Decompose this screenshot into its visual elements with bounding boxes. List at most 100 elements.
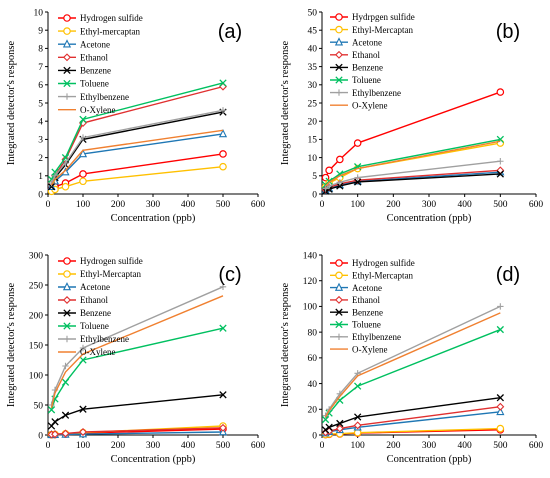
series-line (325, 427, 501, 436)
x-tick-label: 0 (320, 441, 325, 451)
x-tick-label: 500 (493, 200, 508, 210)
x-tick-label: 200 (111, 200, 126, 210)
y-tick-label: 2 (38, 154, 43, 164)
data-point (79, 428, 87, 436)
chart-panel-2: 0 100 200 300 400 500 600 0 5 10 15 20 25 30 35 40 45 50 C… (280, 8, 543, 224)
y-tick-label: 40 (308, 380, 318, 390)
series-8 (50, 295, 224, 409)
x-tick-label: 300 (146, 200, 161, 210)
y-axis-label: Integrated detector's response (280, 282, 291, 407)
data-point (496, 88, 505, 96)
legend-label: Ethylbenzene (80, 92, 129, 102)
data-point (219, 391, 227, 399)
data-point (61, 182, 70, 191)
x-axis-label: Concentration (ppb) (387, 213, 472, 224)
legend-label: Ethyl-Mercaptan (352, 25, 413, 35)
data-point (336, 182, 344, 190)
data-point (325, 423, 333, 431)
data-point (354, 178, 362, 186)
legend-marker (63, 335, 71, 343)
legend-label: Acetone (80, 282, 110, 292)
x-tick-label: 300 (422, 200, 437, 210)
legend-marker (63, 66, 71, 75)
data-point (47, 183, 56, 191)
series-2 (47, 162, 227, 196)
data-point (48, 179, 55, 187)
x-tick-label: 100 (351, 200, 366, 210)
data-point (218, 129, 228, 138)
legend-label: Toluene (352, 320, 381, 330)
x-tick-label: 300 (146, 441, 161, 451)
legend-label: Ethyl-Mercaptan (80, 269, 141, 279)
data-point (47, 406, 56, 414)
legend-label: O-Xylene (80, 347, 116, 357)
legend-marker (335, 271, 343, 280)
series-7 (48, 107, 227, 187)
x-tick-label: 100 (76, 200, 91, 210)
series-4 (47, 423, 227, 439)
data-point (219, 107, 227, 114)
data-point (78, 149, 88, 158)
legend: Hydrpgen sulfide Ethyl-Mercaptan Acetone Et… (330, 12, 415, 110)
legend-label: Benzene (80, 66, 111, 76)
legend-marker (335, 333, 343, 340)
panel-label: (c) (218, 264, 241, 286)
legend-label: Toluene (80, 321, 109, 331)
x-tick-label: 0 (46, 200, 51, 210)
legend-marker (334, 282, 344, 291)
legend-marker (63, 296, 71, 304)
series-8 (325, 140, 501, 187)
y-tick-label: 250 (29, 281, 44, 291)
x-tick-label: 400 (181, 441, 196, 451)
legend-marker (63, 322, 71, 330)
x-tick-label: 0 (46, 441, 51, 451)
y-tick-label: 1 (38, 172, 43, 182)
legend-label: Hydrogen sulfide (352, 258, 415, 268)
data-point (219, 79, 227, 87)
y-axis-label: Integrated detector's response (6, 282, 17, 407)
y-tick-label: 50 (34, 401, 44, 411)
y-tick-label: 15 (308, 136, 318, 146)
data-point (325, 182, 333, 190)
legend-marker (335, 50, 343, 59)
legend-label: Toluene (352, 75, 381, 85)
y-tick-label: 40 (308, 45, 318, 55)
series-line (50, 394, 224, 427)
data-point (336, 179, 344, 186)
data-point (496, 394, 504, 402)
y-tick-label: 150 (29, 341, 44, 351)
y-tick-label: 4 (38, 118, 43, 128)
data-point (336, 419, 344, 428)
y-tick-label: 0 (312, 431, 317, 441)
legend-marker (62, 39, 72, 48)
y-tick-label: 100 (29, 371, 44, 381)
series-line (50, 82, 224, 180)
series-6 (321, 325, 504, 424)
legend-marker (63, 309, 71, 317)
y-tick-label: 3 (38, 136, 43, 146)
data-point (62, 362, 69, 370)
data-point (79, 170, 87, 178)
x-axis-label: Concentration (ppb) (387, 454, 472, 465)
x-axis-label: Concentration (ppb) (111, 213, 196, 224)
y-tick-label: 300 (29, 251, 44, 261)
data-point (51, 172, 59, 179)
y-tick-label: 45 (308, 27, 318, 37)
series-6 (321, 135, 504, 189)
legend-marker (335, 25, 343, 34)
panel-label: (d) (496, 264, 520, 286)
x-tick-label: 200 (386, 441, 401, 451)
y-tick-label: 100 (303, 303, 318, 313)
data-point (61, 429, 70, 438)
legend-label: Acetone (352, 37, 382, 47)
x-tick-label: 500 (216, 200, 231, 210)
legend-label: Hydrogen sulfide (80, 13, 143, 23)
legend-marker (335, 89, 343, 96)
y-axis-label: Integrated detector's response (6, 40, 17, 165)
y-tick-label: 0 (312, 190, 317, 200)
data-point (496, 402, 505, 411)
legend-label: O-Xylene (80, 105, 116, 115)
data-point (79, 344, 87, 352)
data-point (354, 413, 362, 421)
